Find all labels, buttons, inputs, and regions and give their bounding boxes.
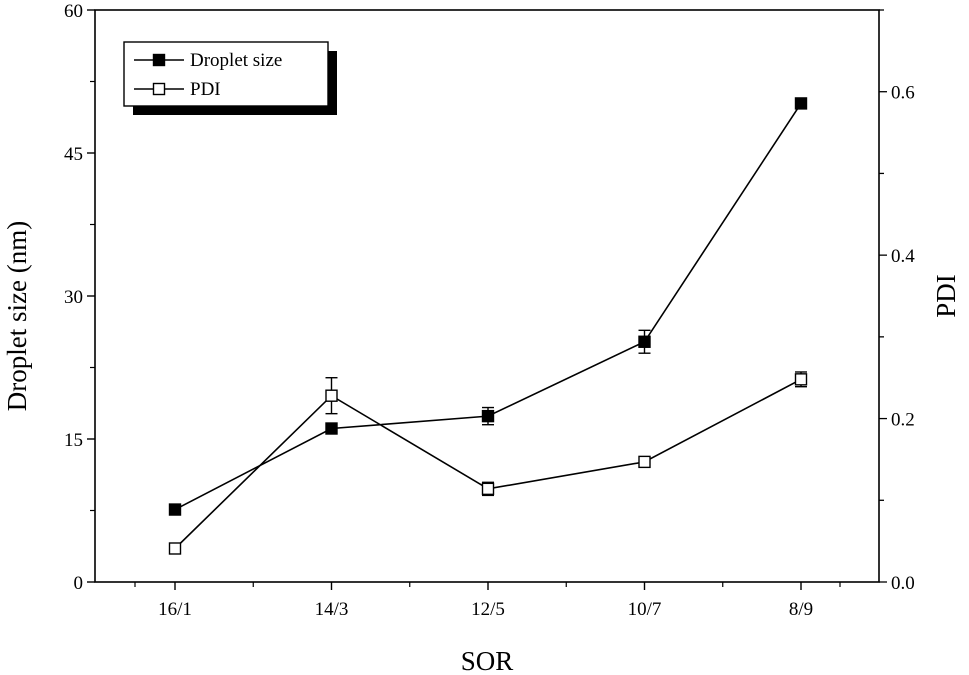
data-point	[638, 335, 651, 348]
right-y-axis-title: PDI	[931, 274, 961, 318]
left-y-tick-label: 60	[64, 1, 83, 22]
series-pdi	[168, 371, 808, 555]
x-tick-label: 12/5	[471, 599, 505, 620]
data-point	[168, 503, 182, 516]
x-tick-label: 16/1	[158, 599, 192, 620]
data-point	[325, 389, 338, 402]
left-y-tick-label: 15	[64, 430, 83, 451]
data-point	[481, 482, 495, 496]
data-point	[638, 455, 651, 469]
series-droplet-size	[168, 97, 808, 516]
left-y-tick-label: 0	[74, 573, 84, 594]
left-y-tick-label: 30	[64, 287, 83, 308]
right-y-tick-label: 0.0	[891, 573, 915, 594]
legend-label: Droplet size	[190, 50, 282, 71]
legend-box	[123, 41, 329, 107]
legend-marker	[152, 82, 166, 96]
data-point	[168, 542, 182, 555]
data-point	[325, 422, 338, 435]
data-point	[794, 97, 808, 110]
series-line	[174, 378, 802, 550]
series-line	[174, 102, 802, 511]
x-tick-label: 14/3	[315, 599, 349, 620]
data-point	[481, 409, 495, 423]
data-point	[794, 373, 808, 386]
left-y-tick-label: 45	[64, 144, 83, 165]
legend: Droplet size PDI	[123, 41, 337, 115]
legend-label: PDI	[190, 79, 221, 100]
x-axis-title: SOR	[461, 646, 514, 675]
x-tick-label: 10/7	[628, 599, 662, 620]
x-tick-label: 8/9	[789, 599, 813, 620]
series-layer	[168, 97, 808, 555]
left-y-axis-title: Droplet size (nm)	[2, 221, 32, 411]
right-y-tick-label: 0.6	[891, 83, 915, 104]
axes: 0 15 30 45 60 0.0 0.2 0.4 0.6 16/1 14/3 12/5 10/7 8/9	[64, 1, 915, 620]
right-y-tick-label: 0.2	[891, 410, 915, 431]
legend-marker	[152, 53, 166, 67]
right-y-tick-label: 0.4	[891, 246, 915, 267]
